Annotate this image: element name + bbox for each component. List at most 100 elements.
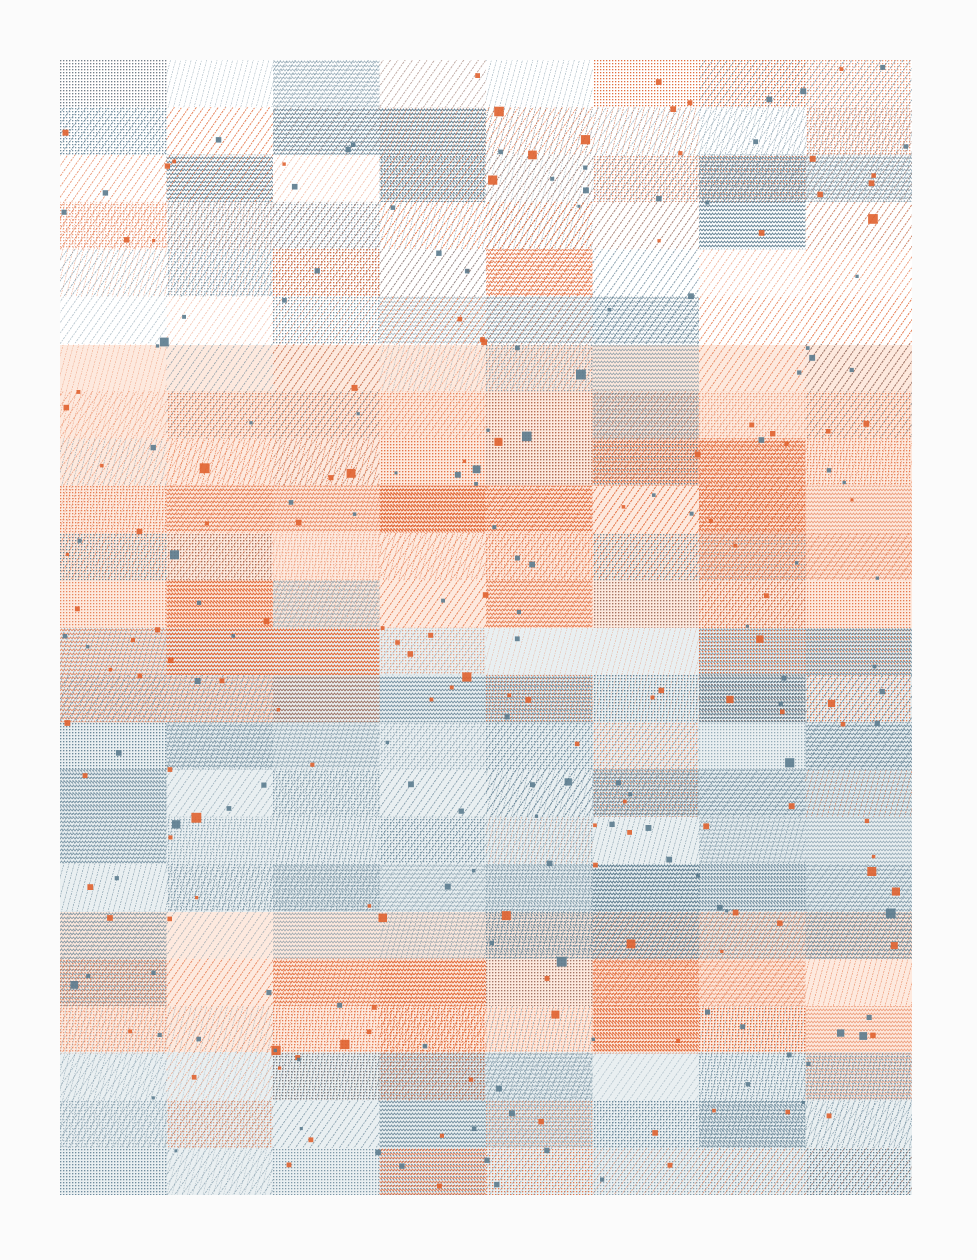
square-mark — [740, 1024, 746, 1030]
texture-patch — [486, 769, 593, 817]
square-mark — [295, 1055, 301, 1061]
texture-patch — [60, 438, 167, 486]
square-mark — [462, 459, 467, 463]
square-mark — [494, 106, 504, 117]
square-mark — [871, 173, 876, 178]
square-mark — [462, 672, 472, 682]
texture-patch — [805, 911, 912, 959]
square-mark — [498, 149, 503, 155]
square-mark — [196, 600, 202, 605]
texture-patch — [805, 627, 912, 675]
texture-patch — [273, 864, 380, 912]
square-mark — [475, 73, 480, 78]
square-mark — [351, 384, 358, 391]
square-mark — [535, 814, 539, 818]
square-mark — [800, 88, 807, 95]
square-mark — [114, 876, 119, 881]
square-mark — [215, 137, 222, 143]
square-mark — [850, 498, 854, 502]
texture-patch — [805, 958, 912, 1006]
square-mark — [705, 1009, 711, 1015]
square-mark — [407, 651, 414, 657]
square-mark — [544, 1147, 550, 1154]
square-mark — [778, 701, 783, 707]
texture-patch — [166, 911, 273, 959]
square-mark — [859, 1032, 868, 1040]
square-mark — [842, 480, 846, 485]
square-mark — [695, 873, 700, 878]
square-mark — [172, 820, 181, 829]
texture-patch — [166, 1100, 273, 1148]
texture-patch — [486, 580, 593, 628]
square-mark — [155, 344, 160, 348]
square-mark — [328, 475, 334, 481]
square-mark — [219, 678, 225, 684]
square-mark — [422, 1043, 428, 1049]
square-mark — [515, 555, 520, 561]
square-mark — [733, 543, 738, 548]
texture-patch — [60, 580, 167, 628]
square-mark — [676, 1038, 681, 1043]
square-mark — [525, 697, 531, 703]
square-mark — [550, 176, 555, 181]
texture-patch — [379, 249, 486, 297]
square-mark — [874, 720, 880, 726]
square-mark — [395, 640, 400, 645]
square-mark — [108, 667, 113, 672]
square-mark — [903, 144, 908, 149]
square-mark — [399, 1163, 405, 1169]
texture-patch — [273, 580, 380, 628]
square-mark — [375, 1149, 381, 1156]
square-mark — [576, 369, 586, 380]
square-mark — [655, 79, 662, 85]
square-mark — [276, 708, 281, 712]
texture-patch — [486, 438, 593, 486]
texture-patch — [805, 107, 912, 155]
square-mark — [770, 431, 776, 437]
square-mark — [484, 1157, 490, 1163]
square-mark — [170, 550, 179, 560]
square-mark — [337, 1002, 343, 1008]
square-mark — [795, 561, 799, 565]
square-mark — [261, 782, 267, 788]
texture-patch — [273, 816, 380, 865]
square-mark — [849, 367, 854, 373]
square-mark — [346, 468, 356, 478]
texture-patch — [486, 674, 593, 723]
square-mark — [131, 638, 135, 642]
square-mark — [444, 883, 451, 890]
square-mark — [784, 441, 789, 446]
square-mark — [758, 437, 765, 443]
square-mark — [436, 250, 442, 256]
square-mark — [583, 187, 589, 194]
square-mark — [827, 699, 836, 708]
texture-patch — [805, 674, 912, 723]
square-mark — [645, 825, 652, 831]
square-mark — [840, 721, 846, 727]
square-mark — [687, 100, 693, 106]
square-mark — [756, 635, 764, 643]
square-mark — [437, 1183, 442, 1189]
texture-patch — [273, 438, 380, 486]
square-mark — [481, 339, 488, 346]
square-mark — [530, 782, 535, 788]
square-mark — [593, 862, 598, 868]
square-mark — [758, 230, 765, 236]
texture-patch — [166, 485, 273, 533]
square-mark — [880, 64, 886, 70]
square-mark — [556, 956, 567, 967]
square-mark — [708, 518, 713, 523]
square-mark — [507, 693, 512, 698]
square-mark — [266, 990, 272, 996]
texture-patch — [166, 580, 273, 628]
square-mark — [371, 1004, 377, 1010]
square-mark — [494, 1181, 500, 1188]
square-mark — [622, 799, 627, 804]
square-mark — [380, 626, 385, 630]
square-mark — [544, 976, 550, 981]
square-mark — [609, 821, 615, 827]
square-mark — [496, 1085, 502, 1092]
square-mark — [367, 904, 372, 908]
square-mark — [76, 390, 81, 394]
